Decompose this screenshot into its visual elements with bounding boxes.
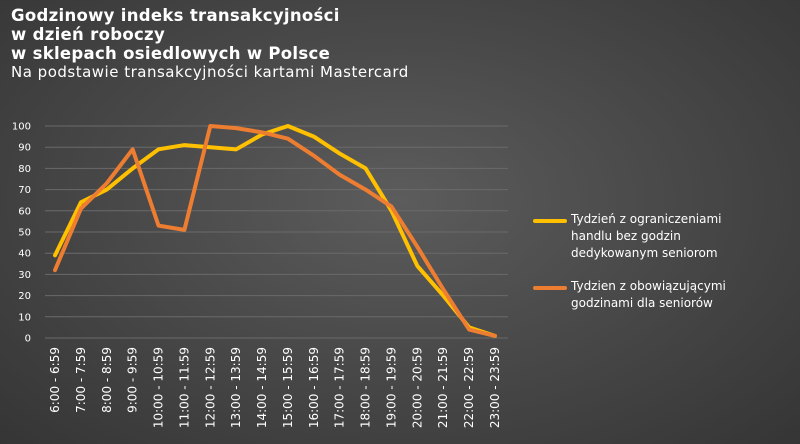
legend-swatch-series-1 [533, 219, 567, 223]
y-tick-label: 70 [18, 185, 31, 196]
legend-label-series-1: Tydzień z ograniczeniami handlu bez godz… [571, 212, 722, 260]
x-tick-label: 23:00 - 23:59 [488, 347, 502, 428]
series-line-2[interactable] [53, 124, 497, 338]
x-tick-label: 9:00 - 9:59 [126, 347, 140, 413]
chart-title-line-1: Godzinowy indeks transakcyjności [11, 6, 340, 25]
x-tick-label: 18:00 - 18:59 [359, 347, 373, 428]
y-tick-label: 0 [25, 334, 31, 345]
series-line-1[interactable] [53, 124, 497, 338]
x-tick-label: 20:00 - 20:59 [410, 347, 424, 428]
legend: Tydzień z ograniczeniami handlu bez godz… [533, 211, 748, 328]
x-tick-label: 12:00 - 12:59 [203, 347, 217, 428]
legend-item-series-1[interactable]: Tydzień z ograniczeniami handlu bez godz… [533, 211, 748, 262]
y-tick-label: 50 [18, 228, 31, 239]
y-tick-label: 100 [12, 122, 31, 133]
chart-title-line-3: w sklepach osiedlowych w Polsce [11, 44, 331, 63]
x-tick-label: 14:00 - 14:59 [255, 347, 269, 428]
x-tick-label: 16:00 - 16:59 [307, 347, 321, 428]
legend-label-series-2: Tydzien z obowiązującymi godzinami dla s… [571, 279, 726, 310]
title-block: Godzinowy indeks transakcyjności w dzień… [11, 6, 409, 82]
chart-title-line-2: w dzień roboczy [11, 25, 165, 44]
x-tick-label: 19:00 - 19:59 [384, 347, 398, 428]
x-tick-label: 22:00 - 22:59 [462, 347, 476, 428]
y-tick-label: 60 [18, 206, 31, 217]
gridlines [45, 125, 508, 339]
y-tick-label: 30 [18, 270, 31, 281]
series-lines [53, 124, 497, 338]
y-tick-label: 90 [18, 143, 31, 154]
x-tick-label: 6:00 - 6:59 [48, 347, 62, 413]
x-tick-label: 17:00 - 17:59 [333, 347, 347, 428]
legend-swatch-series-2 [533, 286, 567, 290]
x-tick-label: 15:00 - 15:59 [281, 347, 295, 428]
y-axis-tick-labels: 0 10 20 30 40 50 60 70 80 90 100 [12, 122, 31, 345]
x-tick-label: 10:00 - 10:59 [152, 347, 166, 428]
x-tick-label: 7:00 - 7:59 [74, 347, 88, 413]
y-tick-label: 10 [18, 312, 31, 323]
x-tick-label: 11:00 - 11:59 [177, 347, 191, 428]
x-tick-label: 8:00 - 8:59 [100, 347, 114, 413]
legend-item-series-2[interactable]: Tydzien z obowiązującymi godzinami dla s… [533, 278, 748, 312]
y-tick-label: 80 [18, 164, 31, 175]
x-tick-label: 21:00 - 21:59 [436, 347, 450, 428]
y-tick-label: 20 [18, 291, 31, 302]
chart-subtitle: Na podstawie transakcyjności kartami Mas… [11, 63, 409, 81]
y-tick-label: 40 [18, 249, 31, 260]
x-tick-label: 13:00 - 13:59 [229, 347, 243, 428]
x-axis-tick-labels: 6:00 - 6:59 7:00 - 7:59 8:00 - 8:59 9:00 - … [48, 347, 502, 428]
